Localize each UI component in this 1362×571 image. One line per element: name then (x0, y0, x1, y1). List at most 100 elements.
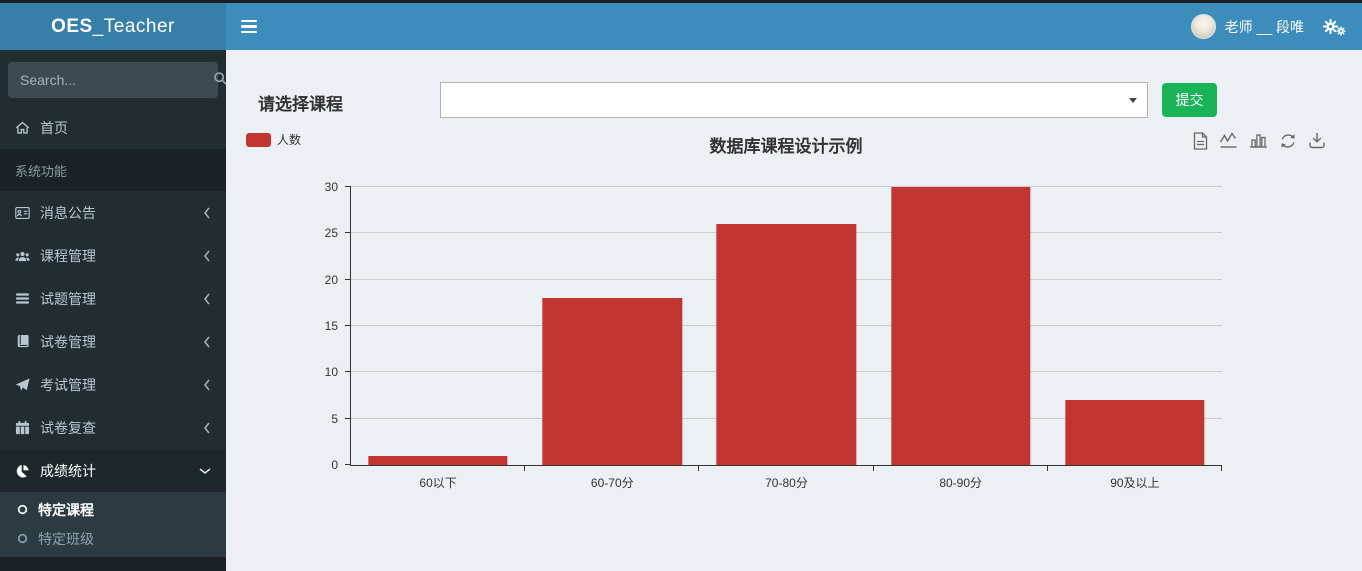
select-caret-icon (1129, 98, 1137, 103)
bar[interactable] (891, 187, 1031, 465)
user-name: 老师 __ 段唯 (1224, 18, 1304, 35)
sidebar-item-home[interactable]: 首页 (0, 106, 226, 149)
category-band: 90及以上 (1048, 187, 1222, 490)
navbar: 老师 __ 段唯 (226, 3, 1362, 50)
y-axis-label: 25 (324, 226, 338, 241)
course-select-label: 请选择课程 (258, 95, 343, 114)
y-axis-tick (345, 464, 351, 465)
bar[interactable] (1065, 400, 1205, 465)
window-top-edge (0, 0, 1362, 3)
data-view-icon[interactable] (1193, 132, 1208, 150)
sidebar-item-review[interactable]: 试卷复查 (0, 406, 226, 449)
plot-area: 0 5 10 15 20 25 30 60以下 60-70分 70-80分 80-90分 90及以上 (325, 180, 1222, 490)
y-axis-label: 0 (331, 458, 338, 472)
sidebar-item-papers[interactable]: 试卷管理 (0, 320, 226, 363)
x-axis-tick (524, 465, 526, 471)
y-axis-label: 10 (324, 365, 338, 380)
submenu-item-label: 特定课程 (38, 501, 94, 518)
x-axis-label: 80-90分 (939, 476, 983, 490)
statistics-submenu: 特定课程 特定班级 (0, 492, 226, 557)
home-icon (15, 120, 30, 135)
main-content: 请选择课程 提交 人数 数据库课程设计示例 (226, 50, 1362, 571)
y-axis-tick (345, 417, 351, 419)
book-icon (15, 334, 30, 349)
x-axis-label: 90及以上 (1110, 476, 1160, 490)
y-axis-label: 5 (331, 411, 338, 426)
submenu-item-label: 特定班级 (38, 530, 94, 547)
submenu-item-specific-class[interactable]: 特定班级 (0, 524, 226, 553)
y-axis-tick (345, 278, 351, 280)
legend-label: 人数 (277, 133, 302, 147)
user-menu[interactable]: 老师 __ 段唯 (1190, 14, 1304, 39)
y-axis-tick (345, 186, 351, 187)
category-band: 60以下 (351, 187, 526, 490)
legend-swatch (246, 132, 271, 147)
address-card-icon (15, 206, 30, 220)
circle-o-icon (15, 533, 30, 544)
chevron-left-icon (203, 422, 211, 434)
bar-chart-icon[interactable] (1249, 132, 1268, 150)
sidebar-item-questions[interactable]: 试题管理 (0, 277, 226, 320)
sidebar: 首页 系统功能 消息公告 (0, 50, 227, 571)
calendar-icon (15, 420, 30, 435)
brand-bold: OES (51, 16, 93, 37)
chevron-left-icon (203, 336, 211, 348)
brand-rest: _Teacher (92, 16, 175, 37)
chart-legend[interactable]: 人数 (246, 131, 301, 148)
restore-icon[interactable] (1279, 132, 1297, 150)
settings-cogs-icon[interactable] (1322, 18, 1346, 36)
category-band: 80-90分 (874, 187, 1048, 490)
sidebar-item-announcements[interactable]: 消息公告 (0, 191, 226, 234)
sidebar-search (8, 62, 227, 98)
brand-logo[interactable]: OES_Teacher (0, 3, 226, 50)
sidebar-bottom-filler (0, 557, 226, 571)
category-band: 70-80分 (699, 187, 874, 490)
chevron-left-icon (203, 293, 211, 305)
x-axis-tick (872, 465, 874, 471)
x-axis-tick (698, 465, 700, 471)
bar[interactable] (368, 455, 508, 465)
circle-o-icon (15, 504, 30, 515)
search-input[interactable] (8, 72, 213, 88)
x-axis-label: 60以下 (419, 476, 457, 490)
paper-plane-icon (15, 377, 30, 392)
user-avatar (1190, 14, 1216, 39)
sidebar-item-label: 首页 (40, 119, 68, 136)
y-axis-tick (345, 232, 351, 234)
search-button[interactable] (213, 62, 228, 98)
y-axis-label: 15 (324, 319, 338, 333)
sidebar-item-statistics[interactable]: 成绩统计 (0, 449, 226, 492)
sidebar-item-label: 考试管理 (40, 376, 96, 393)
sidebar-item-label: 成绩统计 (40, 462, 96, 479)
y-axis-label: 20 (324, 272, 338, 287)
line-chart-icon[interactable] (1219, 132, 1238, 150)
course-select[interactable] (440, 82, 1148, 118)
sidebar-item-label: 课程管理 (40, 247, 96, 264)
y-axis-tick (345, 371, 351, 373)
pie-chart-icon (15, 463, 30, 479)
chevron-left-icon (203, 207, 211, 219)
chart-title: 数据库课程设计示例 (709, 137, 863, 156)
x-axis-label: 70-80分 (765, 476, 808, 490)
chart-toolbox (1193, 132, 1326, 150)
submenu-item-specific-course[interactable]: 特定课程 (0, 495, 226, 524)
bar[interactable] (542, 298, 682, 465)
chevron-left-icon (203, 379, 211, 391)
list-icon (15, 292, 30, 305)
y-axis: 0 5 10 15 20 25 30 (309, 180, 351, 472)
top-navbar: OES_Teacher 老师 __ 段唯 (0, 3, 1362, 50)
users-icon (15, 249, 30, 263)
bar[interactable] (716, 224, 857, 465)
sidebar-item-courses[interactable]: 课程管理 (0, 234, 226, 277)
sidebar-item-label: 消息公告 (40, 204, 96, 221)
submit-button[interactable]: 提交 (1162, 83, 1217, 117)
chevron-down-icon (199, 467, 211, 475)
sidebar-toggle-button[interactable] (226, 3, 272, 50)
sidebar-item-label: 试题管理 (40, 290, 96, 307)
sidebar-section-label: 系统功能 (0, 149, 226, 191)
x-axis-label: 60-70分 (590, 476, 634, 490)
sidebar-item-label: 试卷管理 (40, 333, 96, 350)
save-image-icon[interactable] (1308, 132, 1326, 150)
sidebar-item-exams[interactable]: 考试管理 (0, 363, 226, 406)
x-axis-tick (1220, 465, 1222, 471)
